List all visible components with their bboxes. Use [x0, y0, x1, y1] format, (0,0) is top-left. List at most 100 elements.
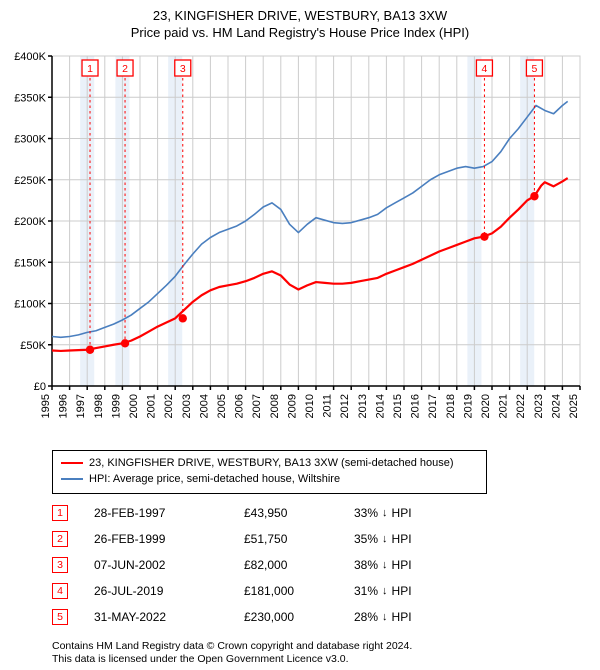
x-tick-label: 2006 [234, 394, 246, 418]
legend-label: 23, KINGFISHER DRIVE, WESTBURY, BA13 3XW… [89, 457, 454, 469]
x-tick-label: 2004 [198, 394, 210, 418]
y-tick-label: £250K [14, 175, 46, 187]
transaction-date: 07-JUN-2002 [94, 558, 244, 572]
y-tick-label: £400K [14, 51, 46, 63]
sale-marker-num: 2 [122, 63, 128, 75]
transaction-date: 28-FEB-1997 [94, 506, 244, 520]
sale-marker-num: 4 [482, 63, 488, 75]
transaction-vs-label: HPI [392, 584, 412, 598]
footer-line-2: This data is licensed under the Open Gov… [52, 653, 592, 666]
transaction-num-box: 4 [52, 583, 68, 599]
transaction-price: £181,000 [244, 584, 354, 598]
sale-point [86, 346, 94, 354]
transaction-vs-label: HPI [392, 558, 412, 572]
x-tick-label: 1999 [110, 394, 122, 418]
legend: 23, KINGFISHER DRIVE, WESTBURY, BA13 3XW… [52, 450, 487, 494]
x-tick-label: 2010 [304, 394, 316, 418]
sale-point [179, 314, 187, 322]
y-tick-label: £100K [14, 299, 46, 311]
y-tick-label: £200K [14, 216, 46, 228]
transaction-pct-value: 31% [354, 584, 378, 598]
arrow-down-icon: ↓ [382, 533, 388, 545]
y-tick-label: £150K [14, 257, 46, 269]
y-tick-label: £50K [20, 340, 46, 352]
arrow-down-icon: ↓ [382, 611, 388, 623]
x-tick-label: 1995 [40, 394, 52, 418]
legend-item: 23, KINGFISHER DRIVE, WESTBURY, BA13 3XW… [61, 455, 478, 471]
arrow-down-icon: ↓ [382, 507, 388, 519]
transaction-vs-label: HPI [392, 610, 412, 624]
transaction-price: £43,950 [244, 506, 354, 520]
footer: Contains HM Land Registry data © Crown c… [52, 640, 592, 666]
transaction-num-box: 1 [52, 505, 68, 521]
x-tick-label: 2015 [392, 394, 404, 418]
sale-marker-num: 3 [180, 63, 186, 75]
sale-marker-num: 1 [87, 63, 93, 75]
x-tick-label: 2021 [498, 394, 510, 418]
transaction-date: 26-FEB-1999 [94, 532, 244, 546]
arrow-down-icon: ↓ [382, 585, 388, 597]
chart-subtitle: Price paid vs. HM Land Registry's House … [8, 25, 592, 40]
x-tick-label: 2014 [374, 394, 386, 418]
x-tick-label: 2002 [163, 394, 175, 418]
transaction-row: 3 07-JUN-2002£82,00038%↓HPI [52, 552, 542, 578]
x-tick-label: 2025 [568, 394, 580, 418]
y-tick-label: £350K [14, 92, 46, 104]
transaction-pct-value: 38% [354, 558, 378, 572]
chart: £0 £50K £100K £150K £200K £250K £300K £350K £400… [8, 46, 592, 446]
transaction-price: £82,000 [244, 558, 354, 572]
legend-label: HPI: Average price, semi-detached house,… [89, 473, 340, 485]
sale-point [480, 232, 488, 240]
x-tick-label: 2001 [146, 394, 158, 418]
transaction-pct-value: 35% [354, 532, 378, 546]
x-tick-label: 2016 [410, 394, 422, 418]
x-tick-label: 1998 [93, 394, 105, 418]
x-tick-label: 2013 [357, 394, 369, 418]
x-tick-label: 2008 [269, 394, 281, 418]
transaction-pct: 28% ↓ HPI [354, 610, 412, 624]
legend-swatch [61, 478, 83, 480]
x-tick-label: 2018 [445, 394, 457, 418]
x-tick-label: 2023 [533, 394, 545, 418]
transaction-pct: 33% ↓ HPI [354, 506, 412, 520]
transaction-num-box: 3 [52, 557, 68, 573]
legend-swatch [61, 462, 83, 464]
x-tick-label: 2003 [181, 394, 193, 418]
x-tick-label: 2007 [251, 394, 263, 418]
transaction-row: 2 26-FEB-1999£51,75035% ↓ HPI [52, 526, 542, 552]
transaction-vs-label: HPI [392, 532, 412, 546]
x-tick-label: 2011 [322, 394, 334, 418]
x-tick-label: 2005 [216, 394, 228, 418]
transaction-pct: 35% ↓ HPI [354, 532, 412, 546]
x-tick-label: 2017 [427, 394, 439, 418]
sale-point [530, 192, 538, 200]
transaction-num-box: 2 [52, 531, 68, 547]
y-tick-label: £0 [34, 381, 46, 393]
transaction-price: £51,750 [244, 532, 354, 546]
x-tick-label: 2012 [339, 394, 351, 418]
transaction-date: 31-MAY-2022 [94, 610, 244, 624]
transaction-pct-value: 28% [354, 610, 378, 624]
footer-line-1: Contains HM Land Registry data © Crown c… [52, 640, 592, 653]
sale-point [121, 339, 129, 347]
title-block: 23, KINGFISHER DRIVE, WESTBURY, BA13 3XW… [8, 8, 592, 40]
transaction-pct: 38%↓HPI [354, 558, 412, 572]
x-tick-label: 1997 [75, 394, 87, 418]
x-tick-label: 2019 [462, 394, 474, 418]
transaction-vs-label: HPI [392, 506, 412, 520]
x-tick-label: 2009 [286, 394, 298, 418]
transaction-pct-value: 33% [354, 506, 378, 520]
x-tick-label: 2024 [550, 394, 562, 418]
chart-svg: £0 £50K £100K £150K £200K £250K £300K £350K £400… [8, 46, 592, 446]
transaction-num-box: 5 [52, 609, 68, 625]
transactions-table: 1 28-FEB-1997£43,95033% ↓ HPI 2 26-FEB-1999£5… [52, 500, 542, 630]
transaction-price: £230,000 [244, 610, 354, 624]
legend-item: HPI: Average price, semi-detached house,… [61, 471, 478, 487]
sale-marker-num: 5 [531, 63, 537, 75]
transaction-pct: 31% ↓ HPI [354, 584, 412, 598]
y-tick-label: £300K [14, 134, 46, 146]
transaction-row: 426-JUL-2019£181,00031%↓HPI [52, 578, 542, 604]
x-tick-label: 2000 [128, 394, 140, 418]
x-tick-label: 1996 [58, 394, 70, 418]
transaction-row: 1 28-FEB-1997£43,95033% ↓ HPI [52, 500, 542, 526]
